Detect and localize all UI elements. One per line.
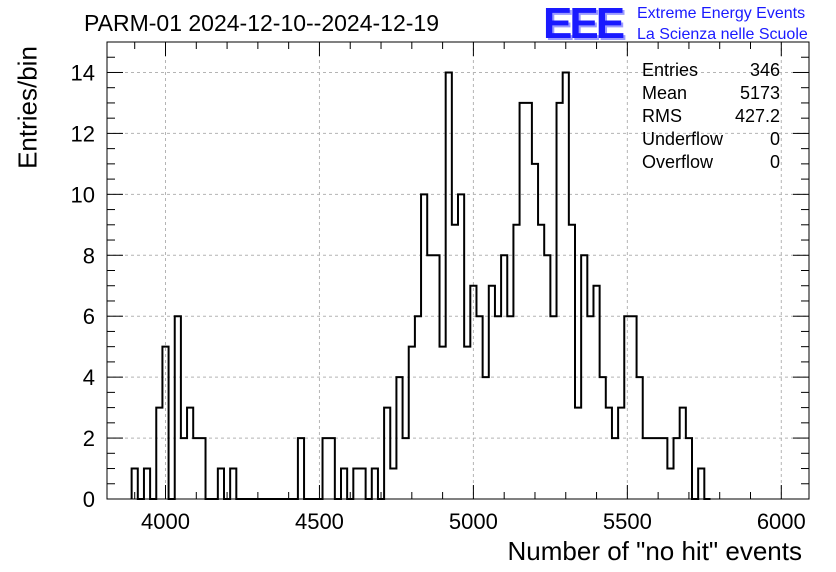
x-tick-label: 5500: [603, 509, 652, 534]
y-tick-label: 0: [83, 487, 95, 512]
grid-lines: [107, 42, 809, 499]
y-tick-label: 2: [83, 426, 95, 451]
chart-title: PARM-01 2024-12-10--2024-12-19: [84, 10, 439, 36]
histogram-outline: [130, 71, 711, 500]
axes: 4000 4500 5000 5500 6000 0 2 4 6 8 10 12 14: [71, 42, 809, 534]
stat-mean: Mean 5173: [642, 83, 780, 103]
y-tick-label: 10: [71, 182, 95, 207]
y-tick-label: 12: [71, 121, 95, 146]
x-tick-label: 4500: [295, 509, 344, 534]
stats-box: Entries 346 Mean 5173 RMS 427.2 Underflow 0 …: [642, 59, 780, 174]
histogram-bin: [181, 438, 187, 499]
histogram-bin: [649, 438, 655, 499]
histogram-bin: [667, 469, 673, 499]
histogram-bin: [464, 347, 470, 499]
x-tick-label: 6000: [757, 509, 806, 534]
x-tick-label: 4000: [141, 509, 190, 534]
x-tick-label: 5000: [449, 509, 498, 534]
histogram-bin: [538, 225, 544, 499]
y-tick-label: 14: [71, 60, 95, 85]
histogram-bin: [193, 438, 199, 499]
y-tick-label: 6: [83, 304, 95, 329]
logo-line-1: Extreme Energy Events: [637, 5, 806, 22]
eee-logo: EEE: [543, 0, 625, 48]
x-axis-label: Number of "no hit" events: [507, 536, 803, 566]
histogram-bin: [440, 347, 446, 499]
logo-caption: Extreme Energy Events La Scienza nelle S…: [637, 3, 808, 45]
stat-entries: Entries 346: [642, 60, 780, 80]
histogram-bin: [452, 225, 458, 499]
histogram-bin: [587, 316, 593, 499]
y-tick-label: 4: [83, 365, 95, 390]
stat-overflow: Overflow 0: [642, 152, 780, 172]
histogram-bin: [495, 316, 501, 499]
histogram-bin: [575, 408, 581, 499]
y-axis-label: Entries/bin: [12, 46, 43, 169]
logo-line-2: La Scienza nelle Scuole: [637, 26, 808, 43]
y-tick-label: 8: [83, 243, 95, 268]
histogram-bin: [403, 438, 409, 499]
stat-rms: RMS 427.2: [642, 106, 780, 126]
stat-underflow: Underflow 0: [642, 129, 780, 149]
histogram-bin: [550, 316, 556, 499]
histogram-bin: [655, 438, 661, 499]
histogram-bin: [507, 316, 513, 499]
histogram-bin: [612, 438, 618, 499]
histogram-bin: [643, 438, 649, 499]
histogram-bin: [390, 469, 396, 499]
